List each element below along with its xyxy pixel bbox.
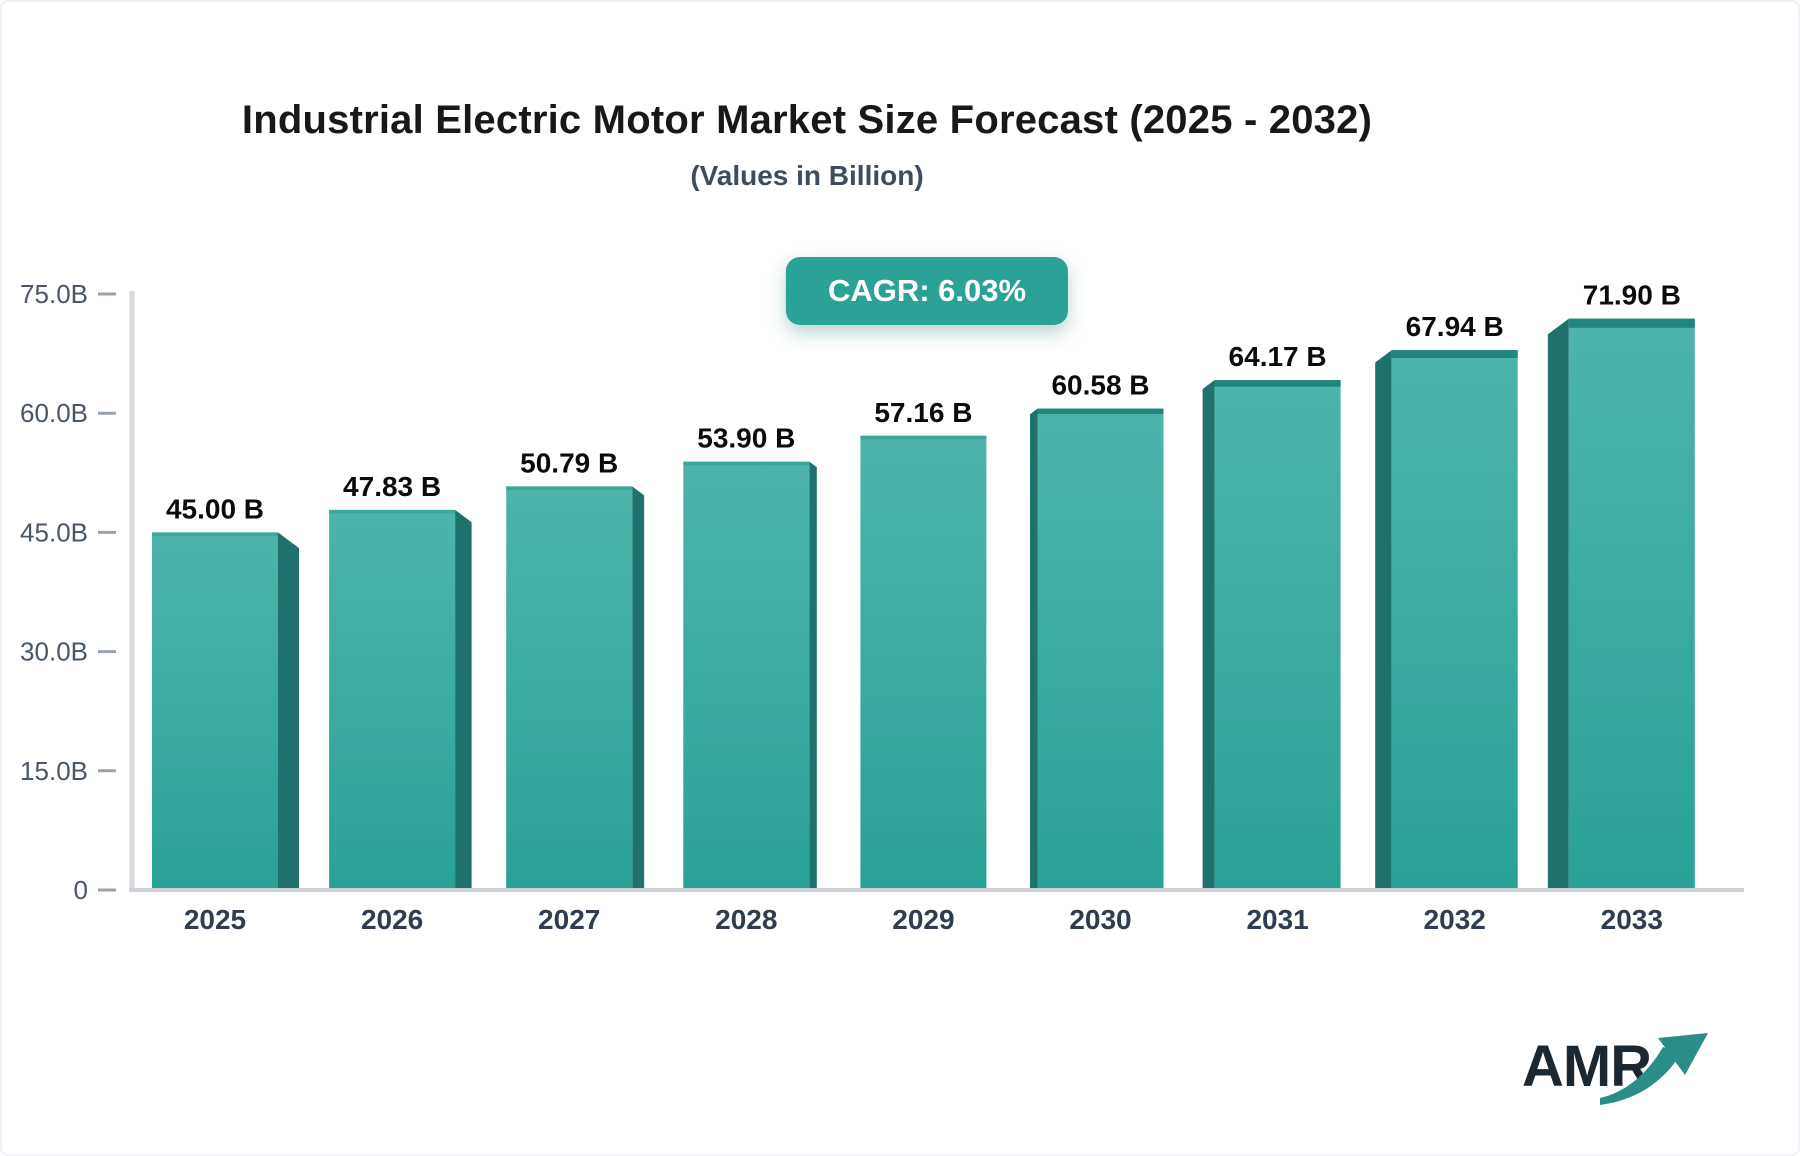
- bar-side-face: [1375, 350, 1392, 888]
- amr-logo: AMR: [1522, 1033, 1722, 1122]
- x-axis-label-2028: 2028: [715, 904, 777, 935]
- bar-side-face: [1547, 318, 1569, 889]
- bar-top-face: [152, 532, 278, 536]
- y-axis-tick-label: 0: [74, 875, 88, 905]
- bar-side-face: [1202, 380, 1215, 888]
- bar-top-face: [1391, 350, 1518, 359]
- bar-front-face: [506, 486, 633, 888]
- page-subtitle: (Values in Billion): [690, 160, 924, 191]
- bar-2033[interactable]: 71.90 B 2033: [1547, 280, 1695, 935]
- bar-top-face: [1214, 380, 1341, 387]
- bar-top-face: [1568, 318, 1695, 328]
- x-axis-label-2027: 2027: [538, 904, 600, 935]
- bar-value-label: 45.00 B: [166, 493, 264, 524]
- bar-value-label: 67.94 B: [1406, 311, 1504, 342]
- bar-2031[interactable]: 64.17 B 2031: [1202, 341, 1341, 935]
- x-axis-label-2031: 2031: [1246, 904, 1308, 935]
- bar-value-label: 47.83 B: [343, 471, 441, 502]
- bar-side-face: [632, 486, 645, 888]
- bar-value-label: 64.17 B: [1229, 341, 1327, 372]
- bar-front-face: [1568, 318, 1695, 889]
- bar-front-face: [860, 435, 987, 888]
- bar-value-label: 60.58 B: [1051, 370, 1149, 401]
- page-title: Industrial Electric Motor Market Size Fo…: [241, 98, 1373, 142]
- growth-arrow-icon: [1600, 1033, 1708, 1105]
- x-axis-label-2025: 2025: [184, 904, 246, 935]
- x-axis-label-2032: 2032: [1424, 904, 1486, 935]
- bar-value-label: 71.90 B: [1583, 280, 1681, 311]
- y-axis-tick-label: 30.0B: [20, 637, 88, 667]
- bar-2029[interactable]: 57.16 B 2029: [860, 397, 987, 935]
- bar-2032[interactable]: 67.94 B 2032: [1375, 311, 1518, 935]
- cagr-badge: CAGR: 6.03%: [785, 257, 1069, 325]
- x-axis-label-2030: 2030: [1069, 904, 1131, 935]
- bar-2026[interactable]: 47.83 B 2026: [329, 471, 472, 935]
- bar-top-face: [329, 509, 456, 514]
- y-axis-tick-label: 45.0B: [20, 517, 88, 547]
- bar-front-face: [1037, 408, 1164, 888]
- x-axis-label-2029: 2029: [892, 904, 954, 935]
- bar-side-face: [455, 509, 472, 888]
- bar-2028[interactable]: 53.90 B 2028: [683, 423, 817, 935]
- y-axis-tick-label: 15.0B: [20, 756, 88, 786]
- bar-side-face: [278, 532, 299, 888]
- x-axis-label-2026: 2026: [361, 904, 423, 935]
- y-axis-tick-label: 60.0B: [20, 398, 88, 428]
- bar-front-face: [329, 509, 456, 888]
- bar-2030[interactable]: 60.58 B 2030: [1030, 370, 1164, 935]
- bar-value-label: 53.90 B: [697, 423, 795, 454]
- bar-top-face: [506, 486, 633, 490]
- bar-front-face: [1391, 350, 1518, 888]
- bar-value-label: 50.79 B: [520, 447, 618, 478]
- bar-front-face: [683, 461, 810, 888]
- bar-top-face: [860, 435, 987, 440]
- bar-2025[interactable]: 45.00 B 2025: [152, 493, 299, 935]
- bar-front-face: [152, 532, 278, 888]
- bar-top-face: [683, 461, 810, 466]
- y-axis-tick-label: 75.0B: [20, 279, 88, 309]
- x-axis-label-2033: 2033: [1601, 904, 1663, 935]
- bar-2027[interactable]: 50.79 B 2027: [506, 447, 645, 935]
- bar-side-face: [809, 461, 817, 888]
- bar-side-face: [1030, 408, 1038, 888]
- bar-front-face: [1214, 380, 1341, 888]
- bar-value-label: 57.16 B: [874, 397, 972, 428]
- bar-top-face: [1037, 408, 1164, 414]
